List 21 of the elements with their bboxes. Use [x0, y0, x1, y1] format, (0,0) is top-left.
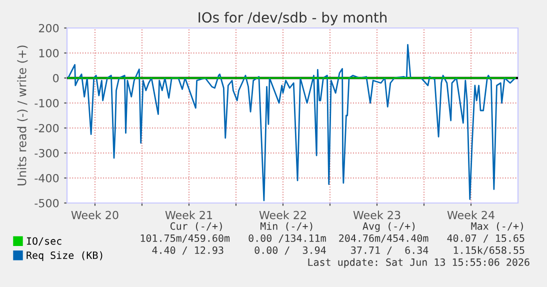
- y-tick-label: 100: [39, 48, 59, 58]
- legend-label: IO/sec: [26, 237, 62, 246]
- text: Cur (-/+) Min (-/+) Avg (-/+) Max (-/+): [170, 222, 523, 232]
- x-tick-label: Week 20: [71, 210, 118, 220]
- y-tick-label: -100: [34, 98, 59, 108]
- x-tick-label: Week 21: [165, 210, 212, 220]
- y-tick-label: -300: [34, 148, 59, 158]
- y-tick-label: -400: [34, 174, 59, 182]
- text: Last update: Sat Jun 13 15:55:06 2026: [308, 258, 530, 268]
- chart-title: IOs for /dev/sdb - by month: [198, 12, 387, 26]
- legend-label: Req Size (KB): [26, 251, 102, 261]
- y-tick-label: 0: [53, 74, 59, 82]
- x-tick-label: Week 23: [353, 210, 400, 220]
- y-axis-title: Units read (-) / write (+): [17, 46, 28, 186]
- x-tick-label: Week 22: [259, 210, 306, 220]
- y-tick-label: -200: [34, 124, 59, 132]
- x-tick-label: Week 24: [447, 210, 494, 220]
- y-tick-label: 200: [38, 24, 59, 32]
- y-tick-label: -500: [34, 198, 59, 208]
- text: 101.75m/459.60m 0.00 /134.11m 204.76m/454.40m 40.07 / 15.65: [140, 234, 524, 243]
- text: 4.40 / 12.93 0.00 / 3.94 37.71 / 6.34 1.15k/658.55: [152, 246, 524, 255]
